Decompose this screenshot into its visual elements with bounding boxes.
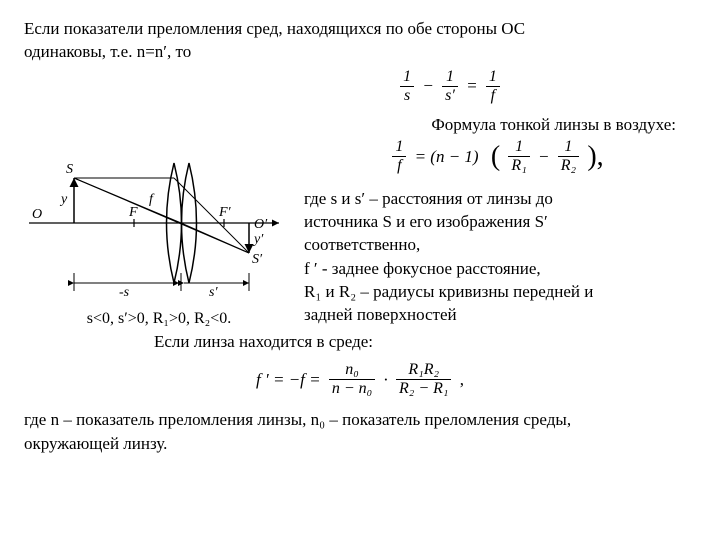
right-heading: Формула тонкой линзы в воздухе: bbox=[24, 114, 696, 135]
label-minus-s: -s bbox=[119, 285, 130, 298]
equation-lens-in-medium: f ′ = −f = n₀n − n₀ · R₁R₂R₂ − R₁ , bbox=[24, 362, 696, 397]
label-O: O bbox=[32, 207, 42, 222]
where-line-5: R₁ и R₂ – радиусы кривизны передней и bbox=[304, 281, 696, 302]
label-Op: O′ bbox=[254, 217, 268, 232]
label-f: f bbox=[149, 192, 155, 207]
label-y: y bbox=[59, 192, 68, 207]
label-yp: y′ bbox=[252, 232, 264, 247]
lens-ray-diagram: S y O F f F′ O′ y′ S′ -s s′ bbox=[24, 143, 284, 298]
intro-line-1: Если показатели преломления сред, находя… bbox=[24, 18, 696, 39]
where-line-3: соответственно, bbox=[304, 234, 696, 255]
label-s-prime: s′ bbox=[209, 285, 218, 298]
label-S: S bbox=[66, 162, 73, 177]
label-F: F bbox=[128, 205, 138, 220]
where-line-1: где s и s′ – расстояния от линзы до bbox=[304, 188, 696, 209]
where-line-6: задней поверхностей bbox=[304, 304, 696, 325]
footer-line-1: где n – показатель преломления линзы, n₀… bbox=[24, 409, 696, 430]
equation-thin-lens-basic: 1s − 1s′ = 1f bbox=[204, 69, 696, 104]
medium-intro: Если линза находится в среде: bbox=[154, 331, 696, 352]
sign-conventions: s<0, s′>0, R₁>0, R₂<0. bbox=[24, 309, 294, 329]
label-Fp: F′ bbox=[218, 205, 232, 220]
where-line-2: источника S и его изображения S′ bbox=[304, 211, 696, 232]
intro-line-2: одинаковы, т.е. n=n′, то bbox=[24, 41, 696, 62]
where-line-4: f ′ - заднее фокусное расстояние, bbox=[304, 258, 696, 279]
footer-line-2: окружающей линзу. bbox=[24, 433, 696, 454]
label-Sp: S′ bbox=[252, 252, 263, 267]
equation-lensmaker-air: 1f = (n − 1) ( 1R₁ − 1R₂ ), bbox=[304, 139, 696, 174]
